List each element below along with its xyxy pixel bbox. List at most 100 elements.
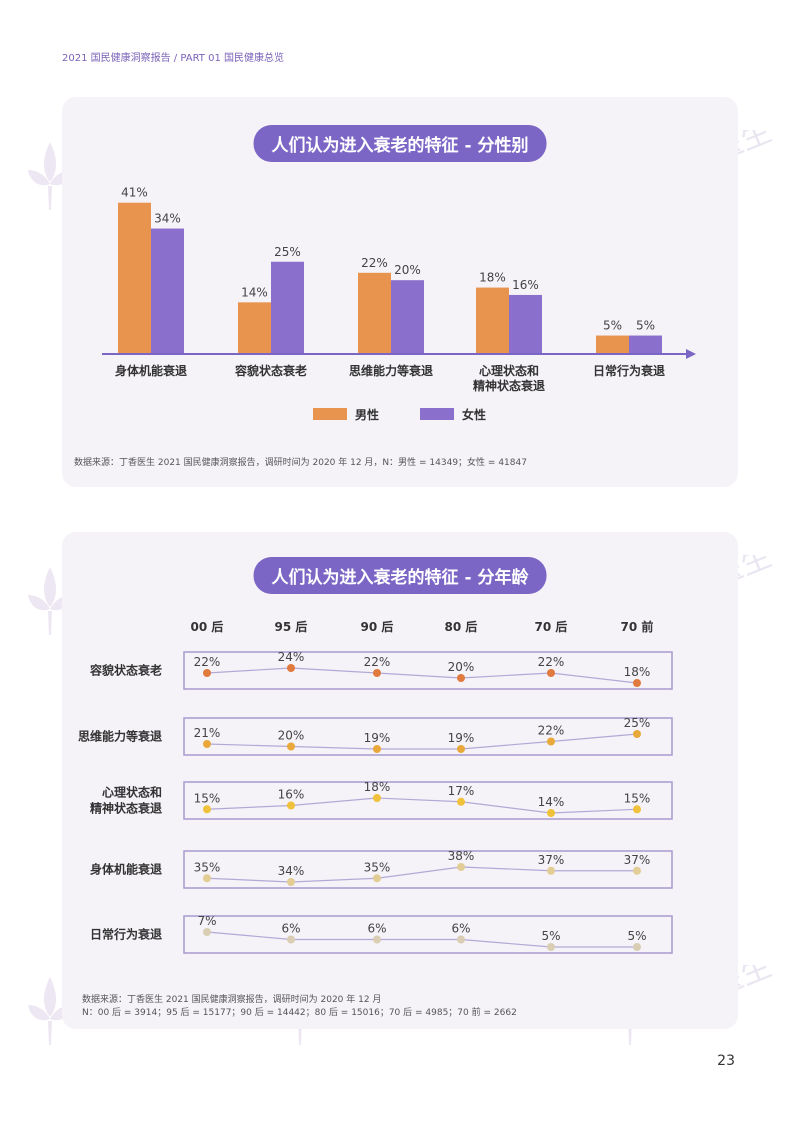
row-point <box>457 863 465 871</box>
legend-swatch-female <box>420 408 454 420</box>
row-label: 日常行为衰退 <box>90 927 162 942</box>
row-point <box>203 740 211 748</box>
category-label: 身体机能衰退 <box>115 363 187 378</box>
header-text: 2021 国民健康洞察报告 / PART 01 国民健康总览 <box>62 53 284 64</box>
row-point <box>373 745 381 753</box>
category-label: 容貌状态衰老 <box>234 363 307 378</box>
row-point <box>373 794 381 802</box>
row-value-label: 5% <box>541 929 560 943</box>
gender-chart-source: 数据来源：丁香医生 2021 国民健康洞察报告，调研时间为 2020 年 12 … <box>74 458 527 468</box>
row-point <box>633 866 641 875</box>
row-point <box>373 874 381 883</box>
row-point <box>457 674 465 682</box>
row-point <box>373 669 381 677</box>
row-value-label: 25% <box>624 716 651 730</box>
row-point <box>633 943 641 951</box>
age-column-header: 95 后 <box>275 619 308 634</box>
row-point <box>203 874 211 883</box>
bar-female <box>151 228 184 354</box>
legend-swatch-male <box>313 408 347 420</box>
row-point <box>547 943 555 951</box>
row-point <box>547 669 555 677</box>
age-column-header: 90 后 <box>361 619 394 634</box>
row-point <box>287 878 295 886</box>
row-label: 容貌状态衰老 <box>89 663 162 678</box>
row-line <box>206 667 638 684</box>
row-value-label: 24% <box>278 650 305 664</box>
row-box <box>183 915 673 954</box>
row-value-label: 5% <box>627 929 646 943</box>
row-value-label: 37% <box>538 853 565 867</box>
age-chart-source-line1: 数据来源：丁香医生 2021 国民健康洞察报告，调研时间为 2020 年 12 … <box>82 995 382 1005</box>
legend-label: 女性 <box>462 407 486 422</box>
category-label: 思维能力等衰退 <box>349 363 433 378</box>
row-value-label: 35% <box>194 860 221 874</box>
row-point <box>457 745 465 753</box>
row-value-label: 37% <box>624 853 651 867</box>
x-axis-arrow <box>686 349 696 359</box>
row-value-label: 18% <box>364 780 391 794</box>
row-value-label: 16% <box>278 788 305 802</box>
bar-value-label: 5% <box>603 319 622 333</box>
bar-male <box>358 272 391 354</box>
row-value-label: 22% <box>538 655 565 669</box>
row-value-label: 6% <box>281 922 300 936</box>
row-value-label: 6% <box>367 922 386 936</box>
row-point <box>203 805 211 814</box>
bar-male <box>596 335 629 354</box>
row-value-label: 15% <box>194 791 221 805</box>
age-chart-source: 数据来源：丁香医生 2021 国民健康洞察报告，调研时间为 2020 年 12 … <box>82 994 517 1020</box>
row-point <box>287 801 295 810</box>
row-line <box>206 931 637 948</box>
age-column-header: 70 前 <box>621 619 654 634</box>
bar-male <box>476 287 509 354</box>
row-point <box>633 805 641 814</box>
row-value-label: 7% <box>197 914 216 928</box>
row-line <box>206 866 637 883</box>
row-point <box>203 928 211 936</box>
category-label: 精神状态衰退 <box>473 378 545 393</box>
row-value-label: 19% <box>448 731 475 745</box>
gender-chart-panel: 人们认为进入衰老的特征 - 分性别 41% 14% 22% 18% 5% 34% 25% 20… <box>62 97 738 487</box>
bar-female <box>629 335 662 354</box>
bar-value-label: 22% <box>361 256 388 270</box>
row-value-label: 18% <box>624 665 651 679</box>
category-label: 日常行为衰退 <box>593 363 665 378</box>
row-point <box>547 866 555 875</box>
row-point <box>287 664 295 672</box>
bar-value-label: 25% <box>274 245 301 259</box>
bar-male <box>118 202 151 354</box>
row-point <box>547 737 555 746</box>
legend-label: 男性 <box>355 407 379 422</box>
row-label: 心理状态和 <box>102 785 162 800</box>
row-value-label: 34% <box>278 864 305 878</box>
age-chart-panel: 人们认为进入衰老的特征 - 分年龄 00 后 95 后 90 后 80 后 70 后 70… <box>62 532 738 1029</box>
bar-value-label: 18% <box>479 271 506 285</box>
row-box <box>183 850 673 889</box>
age-chart-source-line2: N：00 后 = 3914；95 后 = 15177；90 后 = 14442；… <box>82 1008 517 1018</box>
row-value-label: 15% <box>624 791 651 805</box>
row-value-label: 35% <box>364 860 391 874</box>
row-line <box>206 797 638 814</box>
row-point <box>287 742 295 751</box>
bar-female <box>391 280 424 354</box>
row-value-label: 17% <box>448 784 475 798</box>
row-value-label: 22% <box>538 724 565 738</box>
gender-chart-title: 人们认为进入衰老的特征 - 分性别 <box>253 125 547 162</box>
gender-bar-chart: 41% 14% 22% 18% 5% 34% 25% 20% 16% 5% 身体机能衰退 容貌状态衰老… <box>102 186 696 422</box>
row-value-label: 20% <box>278 729 305 743</box>
bar-male <box>238 302 271 354</box>
bar-value-label: 16% <box>512 278 539 292</box>
row-point <box>633 679 641 687</box>
bar-female <box>509 294 542 354</box>
row-point <box>203 669 211 677</box>
row-point <box>457 797 465 806</box>
row-label: 思维能力等衰退 <box>78 729 162 744</box>
row-box <box>183 717 673 756</box>
bar-value-label: 41% <box>121 186 148 200</box>
row-point <box>287 935 295 944</box>
bar-value-label: 5% <box>636 319 655 333</box>
row-label: 精神状态衰退 <box>90 801 162 816</box>
page-number: 23 <box>717 1053 735 1069</box>
